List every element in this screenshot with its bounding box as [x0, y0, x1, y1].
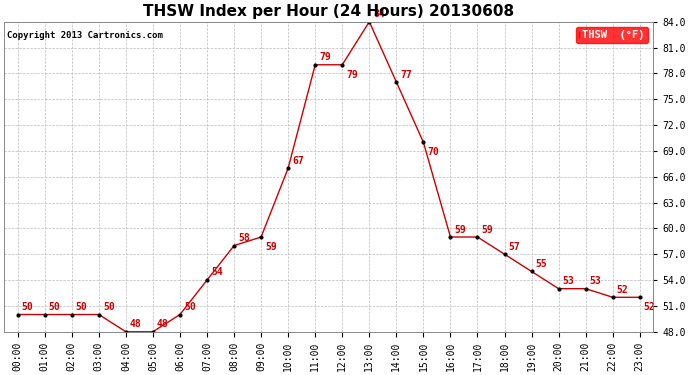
Text: 57: 57 — [509, 242, 520, 252]
Text: 79: 79 — [346, 70, 358, 80]
Text: 59: 59 — [265, 242, 277, 252]
Text: 48: 48 — [157, 320, 169, 329]
Text: 54: 54 — [211, 267, 223, 277]
Text: 84: 84 — [373, 9, 385, 18]
Text: 50: 50 — [22, 302, 34, 312]
Text: 48: 48 — [130, 320, 141, 329]
Text: 55: 55 — [535, 259, 547, 269]
Text: 59: 59 — [482, 225, 493, 235]
Text: 53: 53 — [563, 276, 575, 286]
Text: 58: 58 — [238, 233, 250, 243]
Text: 50: 50 — [103, 302, 115, 312]
Text: 67: 67 — [293, 156, 304, 166]
Title: THSW Index per Hour (24 Hours) 20130608: THSW Index per Hour (24 Hours) 20130608 — [143, 4, 514, 19]
Text: 52: 52 — [644, 302, 655, 312]
Text: 52: 52 — [617, 285, 629, 295]
Text: 50: 50 — [76, 302, 88, 312]
Legend: THSW  (°F): THSW (°F) — [576, 27, 648, 43]
Text: 53: 53 — [590, 276, 602, 286]
Text: 50: 50 — [184, 302, 196, 312]
Text: 50: 50 — [49, 302, 61, 312]
Text: 79: 79 — [319, 53, 331, 63]
Text: 59: 59 — [455, 225, 466, 235]
Text: 77: 77 — [400, 70, 412, 80]
Text: Copyright 2013 Cartronics.com: Copyright 2013 Cartronics.com — [8, 31, 164, 40]
Text: 70: 70 — [428, 147, 440, 157]
